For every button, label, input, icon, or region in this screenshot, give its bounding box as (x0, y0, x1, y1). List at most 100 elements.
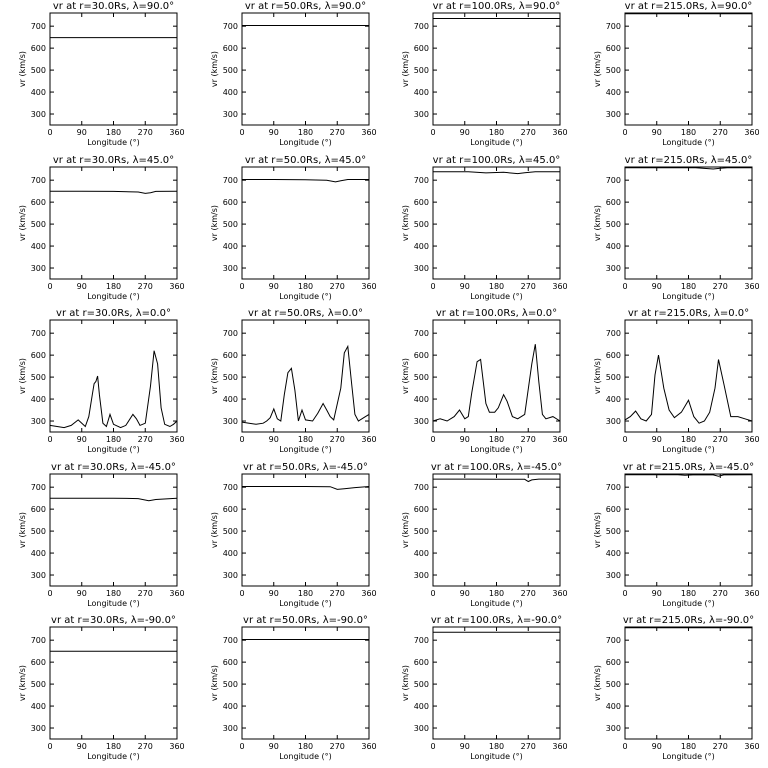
panel-1-0-xtick-label-3: 270 (138, 282, 153, 291)
panel-0-1-title: vr at r=50.0Rs, λ=90.0° (245, 1, 366, 12)
panel-4-1-ytick-label-3: 600 (223, 658, 238, 667)
panel-3-2-xtick-label-1: 90 (460, 589, 470, 598)
panel-1-3-xtick-label-1: 90 (652, 282, 662, 291)
panel-1-1-xtick-label-2: 180 (298, 282, 313, 291)
panel-0-2-xtick-label-3: 270 (521, 128, 536, 137)
panel-1-2-ylabel: vr (km/s) (401, 205, 410, 241)
panel-4-3-xtick-label-1: 90 (652, 742, 662, 751)
panel-0-0-xtick-label-4: 360 (169, 128, 184, 137)
panel-4-0-xlabel: Longitude (°) (87, 752, 140, 761)
panel-3-2-xtick-label-4: 360 (552, 589, 567, 598)
panel-4-3-xtick-label-4: 360 (744, 742, 759, 751)
panel-4-2-xtick-label-0: 0 (430, 742, 435, 751)
panel-2-2-xtick-label-2: 180 (489, 435, 504, 444)
panel-1-3-ytick-label-4: 700 (606, 176, 621, 185)
panel-2-2-ytick-label-2: 500 (414, 373, 429, 382)
panel-0-1-ytick-label-0: 300 (223, 110, 238, 119)
panel-4-1-ytick-label-0: 300 (223, 724, 238, 733)
panel-1-2-xlabel: Longitude (°) (470, 292, 523, 301)
panel-3-1-xtick-label-3: 270 (330, 589, 345, 598)
panel-1-1-xtick-label-0: 0 (239, 282, 244, 291)
panel-2-3-xtick-label-4: 360 (744, 435, 759, 444)
panel-3-0-xtick-label-0: 0 (47, 589, 52, 598)
panel-3-1-frame (241, 473, 370, 587)
panel-1-3-ylabel: vr (km/s) (593, 205, 602, 241)
panel-2-3-xtick-label-1: 90 (652, 435, 662, 444)
panel-0-2-ytick-label-0: 300 (414, 110, 429, 119)
panel-2-0-ylabel: vr (km/s) (18, 358, 27, 394)
panel-0-0-title: vr at r=30.0Rs, λ=90.0° (53, 1, 174, 12)
panel-0-3-ytick-label-2: 500 (606, 66, 621, 75)
panel-0-1-frame (241, 12, 370, 126)
panel-2-2-frame (432, 319, 561, 433)
panel-0-1-ytick-label-2: 500 (223, 66, 238, 75)
panel-4-3-ytick-label-0: 300 (606, 724, 621, 733)
panel-3-1-xtick-label-0: 0 (239, 589, 244, 598)
panel-4-1-ytick-label-1: 400 (223, 702, 238, 711)
panel-1-2-ytick-label-1: 400 (414, 242, 429, 251)
panel-0-3-ytick-label-3: 600 (606, 44, 621, 53)
panel-3-0-xlabel: Longitude (°) (87, 599, 140, 608)
panel-0-3-frame (624, 12, 753, 126)
panel-2-1-xtick-label-1: 90 (269, 435, 279, 444)
panel-3-3-series-line (625, 474, 753, 477)
panel-3-3-xtick-label-0: 0 (622, 589, 627, 598)
panel-2-3-ytick-label-0: 300 (606, 417, 621, 426)
panel-0-3-ytick-label-1: 400 (606, 88, 621, 97)
panel-3-0-xtick-label-3: 270 (138, 589, 153, 598)
panel-4-1-xlabel: Longitude (°) (279, 752, 332, 761)
panel-3-2-ytick-label-1: 400 (414, 549, 429, 558)
panel-4-3-ytick-label-2: 500 (606, 680, 621, 689)
panel-3-0-frame (49, 473, 178, 587)
panel-1-0-ytick-label-2: 500 (31, 220, 46, 229)
panel-2-3-ytick-label-1: 400 (606, 395, 621, 404)
panel-3-2-xtick-label-3: 270 (521, 589, 536, 598)
panel-0-1-xtick-label-1: 90 (269, 128, 279, 137)
panel-4-0-ylabel: vr (km/s) (18, 665, 27, 701)
panel-0-3-xtick-label-1: 90 (652, 128, 662, 137)
panel-0-2-frame (432, 12, 561, 126)
panel-3-3-title: vr at r=215.0Rs, λ=-45.0° (623, 462, 754, 473)
panel-4-1-xtick-label-1: 90 (269, 742, 279, 751)
panel-3-2-ytick-label-0: 300 (414, 571, 429, 580)
panel-1-2-ytick-label-4: 700 (414, 176, 429, 185)
panel-0-3-ylabel: vr (km/s) (593, 51, 602, 87)
panel-3-1-ytick-label-2: 500 (223, 527, 238, 536)
panel-1-3-xtick-label-2: 180 (681, 282, 696, 291)
panel-4-0-frame (49, 626, 178, 740)
panel-1-3-ytick-label-3: 600 (606, 198, 621, 207)
panel-2-1-frame (241, 319, 370, 433)
panel-1-3-title: vr at r=215.0Rs, λ=45.0° (625, 155, 753, 166)
panel-4-0-title: vr at r=30.0Rs, λ=-90.0° (51, 615, 176, 626)
panel-1-3-ytick-label-2: 500 (606, 220, 621, 229)
panel-0-0-ytick-label-3: 600 (31, 44, 46, 53)
panel-3-0-ytick-label-2: 500 (31, 527, 46, 536)
panel-1-0-ylabel: vr (km/s) (18, 205, 27, 241)
panel-2-0-frame (49, 319, 178, 433)
panel-4-3-xtick-label-2: 180 (681, 742, 696, 751)
panel-2-3-frame (624, 319, 753, 433)
panel-0-1-xlabel: Longitude (°) (279, 138, 332, 147)
panel-2-1-xtick-label-2: 180 (298, 435, 313, 444)
panel-4-3-xtick-label-0: 0 (622, 742, 627, 751)
panel-4-0-xtick-label-1: 90 (77, 742, 87, 751)
panel-4-2-ytick-label-1: 400 (414, 702, 429, 711)
panel-4-2-ytick-label-2: 500 (414, 680, 429, 689)
panel-4-2-ytick-label-4: 700 (414, 636, 429, 645)
panel-0-1-xtick-label-4: 360 (361, 128, 376, 137)
panel-3-3-frame (624, 473, 753, 587)
panel-2-1-xtick-label-4: 360 (361, 435, 376, 444)
panel-4-0-xtick-label-2: 180 (106, 742, 121, 751)
panel-2-0-ytick-label-0: 300 (31, 417, 46, 426)
panel-3-1-xtick-label-4: 360 (361, 589, 376, 598)
panel-0-2-ytick-label-4: 700 (414, 22, 429, 31)
panel-2-0-xtick-label-2: 180 (106, 435, 121, 444)
panel-3-0-ylabel: vr (km/s) (18, 512, 27, 548)
panel-1-2-ytick-label-3: 600 (414, 198, 429, 207)
panel-4-2-xtick-label-2: 180 (489, 742, 504, 751)
panel-4-2-xtick-label-3: 270 (521, 742, 536, 751)
panel-1-1-ylabel: vr (km/s) (210, 205, 219, 241)
panel-1-2-xtick-label-1: 90 (460, 282, 470, 291)
panel-4-1-ytick-label-4: 700 (223, 636, 238, 645)
panel-2-2-xlabel: Longitude (°) (470, 445, 523, 454)
